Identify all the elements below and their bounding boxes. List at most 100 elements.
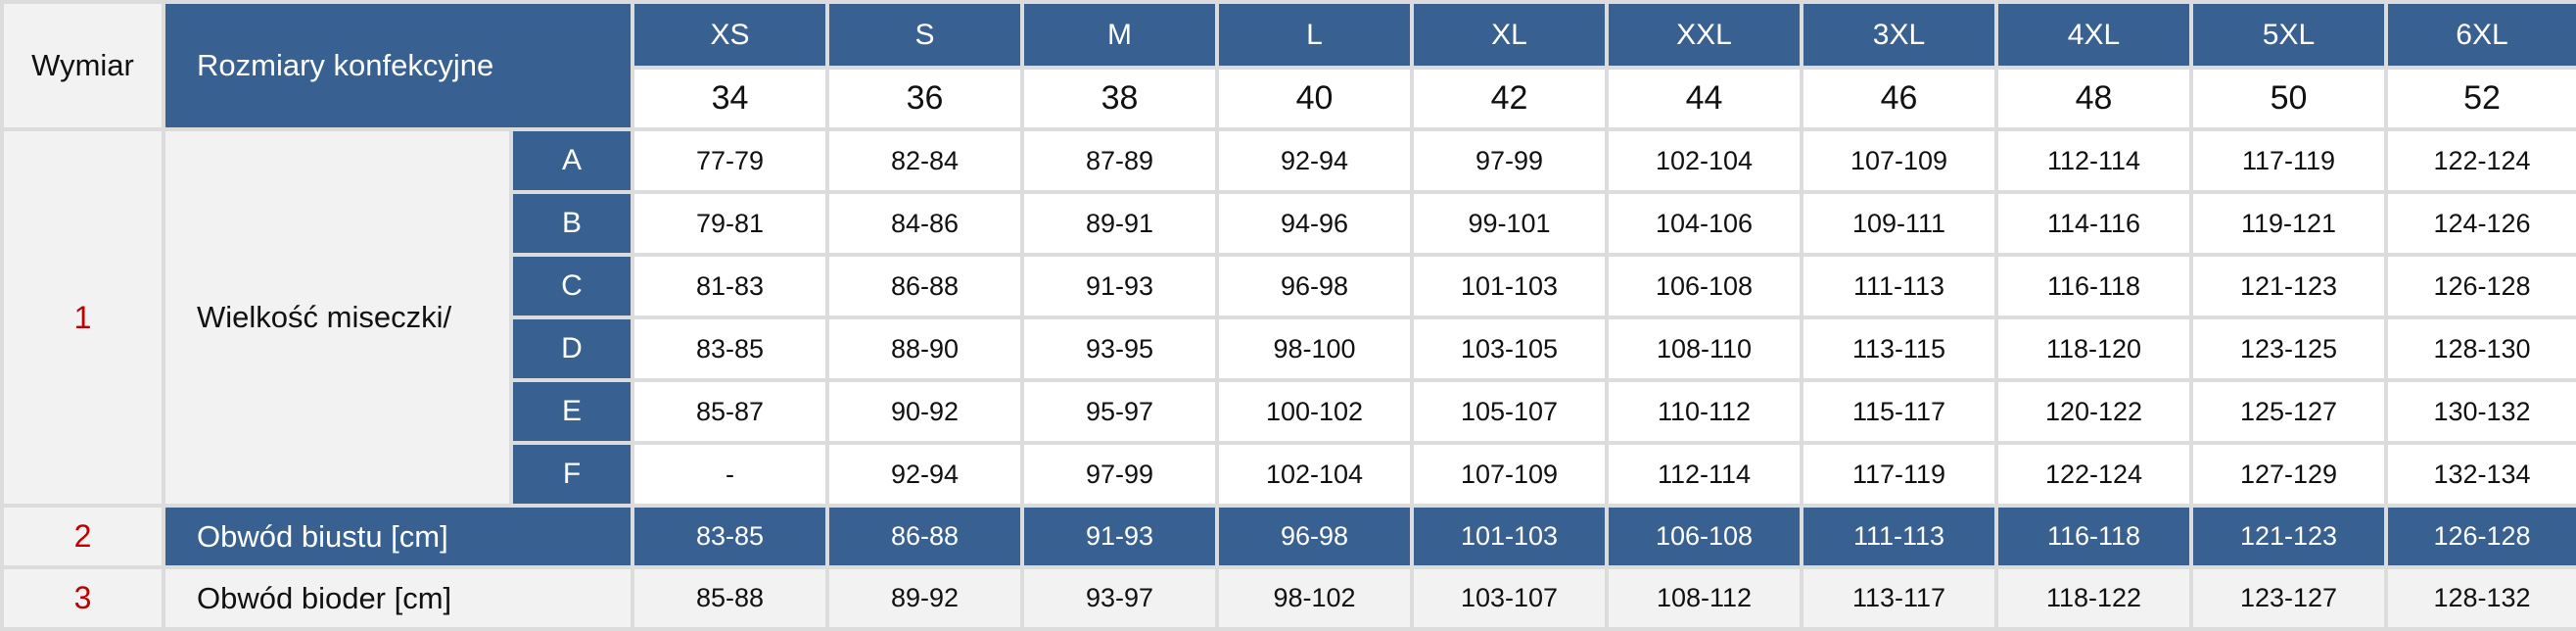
hips-row: 3 Obwód bioder [cm] 85-88 89-92 93-97 98-102 1… (0, 565, 2576, 631)
table-cell: 81-83 (631, 253, 829, 319)
size-number-header: 52 (2384, 66, 2576, 131)
table-cell: 105-107 (1410, 378, 1609, 445)
table-cell: 110-112 (1605, 378, 1803, 445)
bust-label: Obwód biustu [cm] (162, 504, 634, 569)
table-cell: 98-102 (1215, 565, 1414, 631)
table-cell: 112-114 (1605, 441, 1803, 508)
table-cell: 85-88 (631, 565, 829, 631)
table-cell: - (631, 441, 829, 508)
table-cell: 83-85 (631, 504, 829, 569)
table-cell: 111-113 (1800, 253, 1998, 319)
table-cell: 91-93 (1020, 504, 1219, 569)
table-cell: 132-134 (2384, 441, 2576, 508)
cup-letter: C (509, 253, 634, 319)
table-cell: 98-100 (1215, 316, 1414, 382)
size-number-header: 36 (825, 66, 1024, 131)
table-cell: 92-94 (825, 441, 1024, 508)
table-cell: 127-129 (2189, 441, 2388, 508)
table-cell: 121-123 (2189, 253, 2388, 319)
table-cell: 88-90 (825, 316, 1024, 382)
size-letter-header: XL (1410, 0, 1609, 70)
table-cell: 125-127 (2189, 378, 2388, 445)
size-number-header: 48 (1994, 66, 2193, 131)
table-cell: 86-88 (825, 504, 1024, 569)
dimension-header: Wymiar (0, 0, 165, 131)
table-cell: 93-97 (1020, 565, 1219, 631)
size-number-header: 42 (1410, 66, 1609, 131)
table-cell: 97-99 (1410, 127, 1609, 194)
table-cell: 107-109 (1410, 441, 1609, 508)
cup-letter: A (509, 127, 634, 194)
table-cell: 107-109 (1800, 127, 1998, 194)
table-cell: 103-107 (1410, 565, 1609, 631)
table-cell: 123-125 (2189, 316, 2388, 382)
table-cell: 128-132 (2384, 565, 2576, 631)
table-cell: 89-91 (1020, 190, 1219, 257)
row-number: 1 (0, 127, 165, 508)
cup-row: D 83-85 88-90 93-95 98-100 103-105 108-110 113-… (2, 316, 2576, 382)
table-cell: 93-95 (1020, 316, 1219, 382)
table-cell: 118-120 (1994, 316, 2193, 382)
cup-row: B 79-81 84-86 89-91 94-96 99-101 104-106 109-11… (2, 190, 2576, 257)
size-letter-header: 5XL (2189, 0, 2388, 70)
size-number-header: 40 (1215, 66, 1414, 131)
size-number-header: 50 (2189, 66, 2388, 131)
table-cell: 90-92 (825, 378, 1024, 445)
table-cell: 112-114 (1994, 127, 2193, 194)
cup-size-label: Wielkość miseczki/ (162, 127, 513, 508)
table-cell: 119-121 (2189, 190, 2388, 257)
table-cell: 118-122 (1994, 565, 2193, 631)
table-cell: 85-87 (631, 378, 829, 445)
table-cell: 106-108 (1605, 504, 1803, 569)
cup-row: 1 Wielkość miseczki/A 77-79 82-84 87-89 92-94… (0, 127, 2576, 508)
table-cell: 109-111 (1800, 190, 1998, 257)
table-cell: 122-124 (2384, 127, 2576, 194)
table-cell: 96-98 (1215, 253, 1414, 319)
table-cell: 103-105 (1410, 316, 1609, 382)
table-cell: 89-92 (825, 565, 1024, 631)
cup-row: F -92-94 97-99 102-104 107-109 112-114 117-119… (2, 441, 2576, 508)
table-cell: 108-110 (1605, 316, 1803, 382)
table-cell: 97-99 (1020, 441, 1219, 508)
table-cell: 121-123 (2189, 504, 2388, 569)
table-cell: 117-119 (1800, 441, 1998, 508)
size-letter-header: XXL (1605, 0, 1803, 70)
sizes-header: Rozmiary konfekcyjne (162, 0, 634, 131)
table-cell: 117-119 (2189, 127, 2388, 194)
table-cell: 128-130 (2384, 316, 2576, 382)
size-letter-header: XS (631, 0, 829, 70)
size-letter-header: M (1020, 0, 1219, 70)
cup-letter: F (509, 441, 634, 508)
table-cell: 116-118 (1994, 504, 2193, 569)
table-cell: 126-128 (2384, 504, 2576, 569)
table-cell: 108-112 (1605, 565, 1803, 631)
table-cell: 120-122 (1994, 378, 2193, 445)
table-cell: 104-106 (1605, 190, 1803, 257)
table-cell: 102-104 (1605, 127, 1803, 194)
table-cell: 116-118 (1994, 253, 2193, 319)
cup-letter: E (509, 378, 634, 445)
cup-letter: D (509, 316, 634, 382)
table-cell: 79-81 (631, 190, 829, 257)
table-cell: 122-124 (1994, 441, 2193, 508)
size-letter-header: 4XL (1994, 0, 2193, 70)
size-letter-header: L (1215, 0, 1414, 70)
table-cell: 124-126 (2384, 190, 2576, 257)
size-number-header: 34 (631, 66, 829, 131)
cup-letter: B (509, 190, 634, 257)
cup-row: E 85-87 90-92 95-97 100-102 105-107 110-112 115… (2, 378, 2576, 445)
table-cell: 113-115 (1800, 316, 1998, 382)
table-cell: 102-104 (1215, 441, 1414, 508)
table-cell: 130-132 (2384, 378, 2576, 445)
table-cell: 94-96 (1215, 190, 1414, 257)
table-cell: 77-79 (631, 127, 829, 194)
size-number-header: 38 (1020, 66, 1219, 131)
size-letter-header: 3XL (1800, 0, 1998, 70)
row-number: 2 (0, 504, 165, 569)
table-cell: 99-101 (1410, 190, 1609, 257)
table-cell: 100-102 (1215, 378, 1414, 445)
size-number-header: 46 (1800, 66, 1998, 131)
table-cell: 126-128 (2384, 253, 2576, 319)
table-cell: 114-116 (1994, 190, 2193, 257)
